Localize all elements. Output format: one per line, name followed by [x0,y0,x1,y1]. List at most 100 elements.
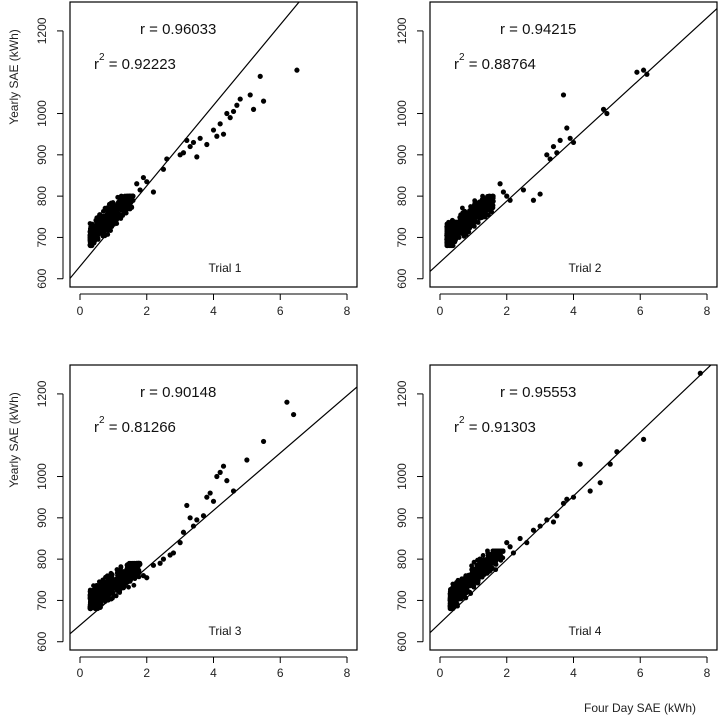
data-point [499,555,504,561]
data-point [108,572,114,578]
data-point [144,179,150,185]
data-point [88,228,93,234]
data-point [497,181,503,187]
data-point [234,102,240,108]
data-point [170,550,177,556]
x-tick-label: 0 [77,666,84,680]
data-point [109,217,115,223]
data-point [455,226,461,232]
panel-trial-4: 0 2 4 6 8 600 700 800 900 1000 1200 Four Day SAE (k… [395,364,718,715]
y-tick-label: 1200 [395,380,409,407]
data-point [220,131,227,137]
y-tick-label: 900 [395,144,409,164]
data-point [135,572,141,578]
y-axis: 600 700 800 900 1000 1200 [395,17,424,289]
data-point [247,92,253,98]
data-point [480,193,485,199]
x-tick-label: 8 [344,304,351,318]
data-point [449,236,455,242]
data-point [644,71,650,77]
data-point [104,226,109,232]
x-tick-label: 8 [704,304,711,318]
data-point [121,209,127,215]
data-point [97,605,103,610]
data-point [112,205,118,211]
data-point [177,540,183,546]
data-point [564,496,570,502]
x-axis: 0 2 4 6 8 [437,293,711,318]
plot-frame [429,1,718,288]
data-point [101,590,107,595]
plot-frame [69,364,358,651]
data-point [470,582,476,588]
data-point [476,562,482,567]
r-squared-value: = 0.91303 [465,419,536,436]
data-point [471,209,477,215]
data-point [456,222,461,228]
y-tick-label: 900 [35,144,49,164]
regression-line [70,2,300,279]
data-point [204,494,210,500]
r-squared-symbol: r [454,56,459,73]
data-point [507,197,513,203]
r-label: r = 0.90148 [140,384,216,401]
data-point [449,592,455,598]
y-tick-label: 1000 [35,463,49,490]
data-point [450,230,456,236]
data-point [187,143,193,150]
x-axis: 0 2 4 6 8 [77,656,351,680]
data-point [224,110,230,117]
data-point [89,590,94,596]
data-point [493,567,499,573]
data-point [517,535,523,542]
y-axis-title: Yearly SAE (kWh) [7,29,21,125]
r-squared-value: = 0.88764 [465,56,536,73]
data-point [124,205,130,210]
r-squared-value: = 0.92223 [105,56,176,73]
data-point [474,569,480,575]
y-tick-label: 900 [395,507,409,527]
data-point [537,523,543,529]
data-point [486,561,491,567]
data-region [70,386,357,635]
data-point [157,560,163,566]
data-point [129,567,135,573]
data-point [564,125,570,131]
data-point [150,189,157,195]
data-point [481,571,487,577]
y-tick-label: 800 [395,549,409,569]
data-point [449,218,455,224]
data-point [458,214,464,220]
data-point [544,152,550,158]
r-squared-exponent: 2 [99,52,105,63]
y-tick-label: 1200 [35,17,49,44]
data-point [101,586,107,591]
data-point [94,594,100,600]
data-point [500,189,507,195]
data-point [129,205,135,210]
data-point [550,143,557,150]
y-axis-title: Yearly SAE (kWh) [7,392,21,488]
data-point [120,213,126,218]
data-point [131,582,137,588]
data-point [567,135,573,141]
data-point [480,200,485,206]
data-point [129,563,135,569]
trial-label: Trial 2 [569,261,602,275]
data-point [469,214,475,220]
data-point [457,218,463,224]
data-point [118,202,124,208]
r-squared-symbol: r [454,419,459,436]
x-tick-label: 8 [704,666,711,680]
data-point [504,193,510,199]
data-point [520,187,527,193]
data-point [87,221,93,226]
data-point [127,573,133,579]
data-point [454,579,459,585]
data-point [640,436,647,442]
data-point [217,121,223,127]
data-point [478,211,484,217]
data-point [224,478,230,484]
data-point [570,139,577,146]
